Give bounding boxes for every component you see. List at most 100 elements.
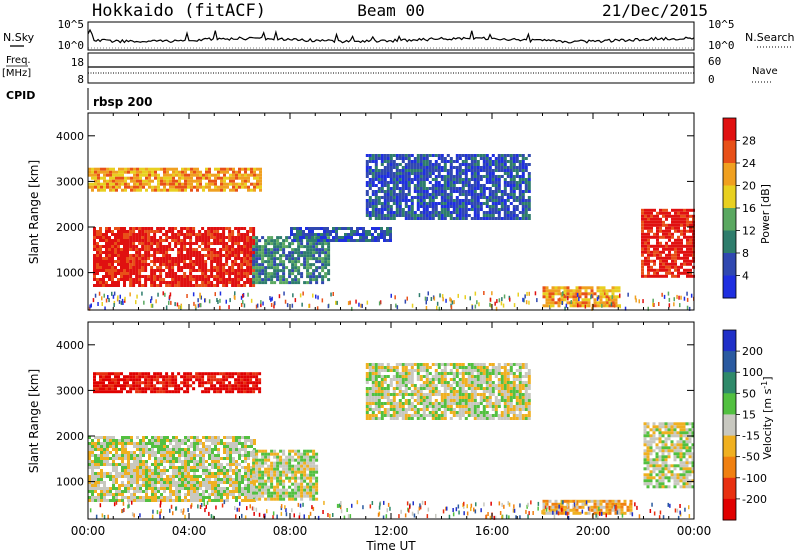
power-cell (162, 227, 166, 230)
velocity-cell (118, 487, 121, 490)
power-cell (644, 232, 647, 236)
power-cell (210, 272, 214, 275)
power-cell (389, 193, 393, 196)
power-cell (234, 236, 238, 239)
power-cell (279, 236, 283, 240)
power-cell (398, 172, 402, 175)
power-cell (195, 275, 199, 278)
power-cell (488, 217, 492, 220)
velocity-cell (237, 375, 241, 379)
velocity-cell (255, 491, 259, 495)
freq-tick-high: 18 (71, 56, 84, 69)
power-cell (117, 272, 120, 275)
velocity-cell (226, 445, 229, 448)
velocity-cell (163, 484, 166, 487)
power-cell (641, 238, 644, 242)
power-cell (183, 254, 187, 257)
power-cell (126, 239, 129, 242)
power-cell (234, 251, 238, 254)
power-cell (247, 179, 250, 183)
power-cell (102, 236, 105, 239)
power-cell (674, 214, 677, 218)
power-cell (476, 211, 480, 214)
velocity-cell (130, 451, 133, 454)
power-cell (232, 188, 235, 192)
velocity-cell (127, 469, 130, 472)
velocity-cell (238, 436, 241, 439)
power-cell (452, 205, 456, 208)
power-cell (123, 278, 126, 281)
velocity-cell (205, 448, 208, 451)
power-cell (261, 278, 265, 282)
power-cell (291, 278, 295, 282)
power-cell (686, 250, 689, 254)
power-speckle (94, 293, 97, 298)
velocity-cell (109, 451, 112, 454)
velocity-cell (181, 454, 184, 457)
power-cell (288, 236, 292, 240)
power-cell (153, 263, 157, 266)
power-cell (683, 259, 686, 263)
velocity-cell (97, 499, 100, 502)
power-cell (108, 251, 111, 254)
power-cell (189, 263, 193, 266)
power-cell (217, 185, 220, 189)
power-cell (312, 248, 316, 252)
velocity-cell (145, 496, 148, 499)
cpid-row: CPID rbsp 200 (6, 88, 152, 110)
power-cell (482, 175, 486, 178)
velocity-cell (91, 484, 94, 487)
power-cell (365, 184, 369, 187)
power-cell (413, 190, 417, 193)
power-cell (464, 208, 468, 211)
velocity-cell (151, 463, 154, 466)
velocity-cell (132, 387, 136, 391)
velocity-cell (193, 463, 196, 466)
power-cell (365, 166, 369, 169)
velocity-cell (172, 499, 175, 502)
power-cell (665, 226, 668, 230)
power-cell (279, 245, 283, 249)
power-cell (238, 173, 241, 177)
power-cell (407, 175, 411, 178)
power-cell (404, 172, 408, 175)
power-cell (133, 167, 136, 171)
power-cell (219, 269, 223, 272)
power-cell (527, 196, 531, 199)
power-cell (311, 236, 314, 239)
power-cell (494, 169, 498, 172)
velocity-cell (112, 445, 115, 448)
power-cell (524, 157, 528, 160)
velocity-cell (208, 454, 211, 457)
power-cell (665, 229, 668, 233)
power-cell (291, 239, 295, 243)
velocity-cell (214, 466, 217, 469)
power-cell (300, 245, 304, 249)
velocity-cell (205, 487, 208, 490)
power-cell (470, 163, 474, 166)
power-cell (261, 257, 265, 261)
velocity-cell (232, 469, 235, 472)
power-cell (237, 233, 241, 236)
power-cell (482, 169, 486, 172)
power-cell (231, 269, 235, 272)
power-cell (503, 190, 507, 193)
power-cell (169, 179, 172, 183)
power-cell (123, 272, 126, 275)
power-cell (494, 208, 498, 211)
velocity-cell (127, 454, 130, 457)
power-cell (665, 253, 668, 257)
power-cell (578, 289, 582, 293)
velocity-cell (222, 372, 226, 376)
power-cell (665, 256, 668, 260)
power-cell (665, 259, 668, 263)
power-cell (223, 176, 226, 180)
velocity-cell (187, 454, 190, 457)
power-cell (491, 196, 495, 199)
power-cell (172, 170, 175, 174)
power-cell (497, 211, 501, 214)
power-cell (135, 239, 139, 242)
power-cell (470, 190, 474, 193)
power-cell (273, 248, 277, 252)
velocity-cell (133, 475, 136, 478)
